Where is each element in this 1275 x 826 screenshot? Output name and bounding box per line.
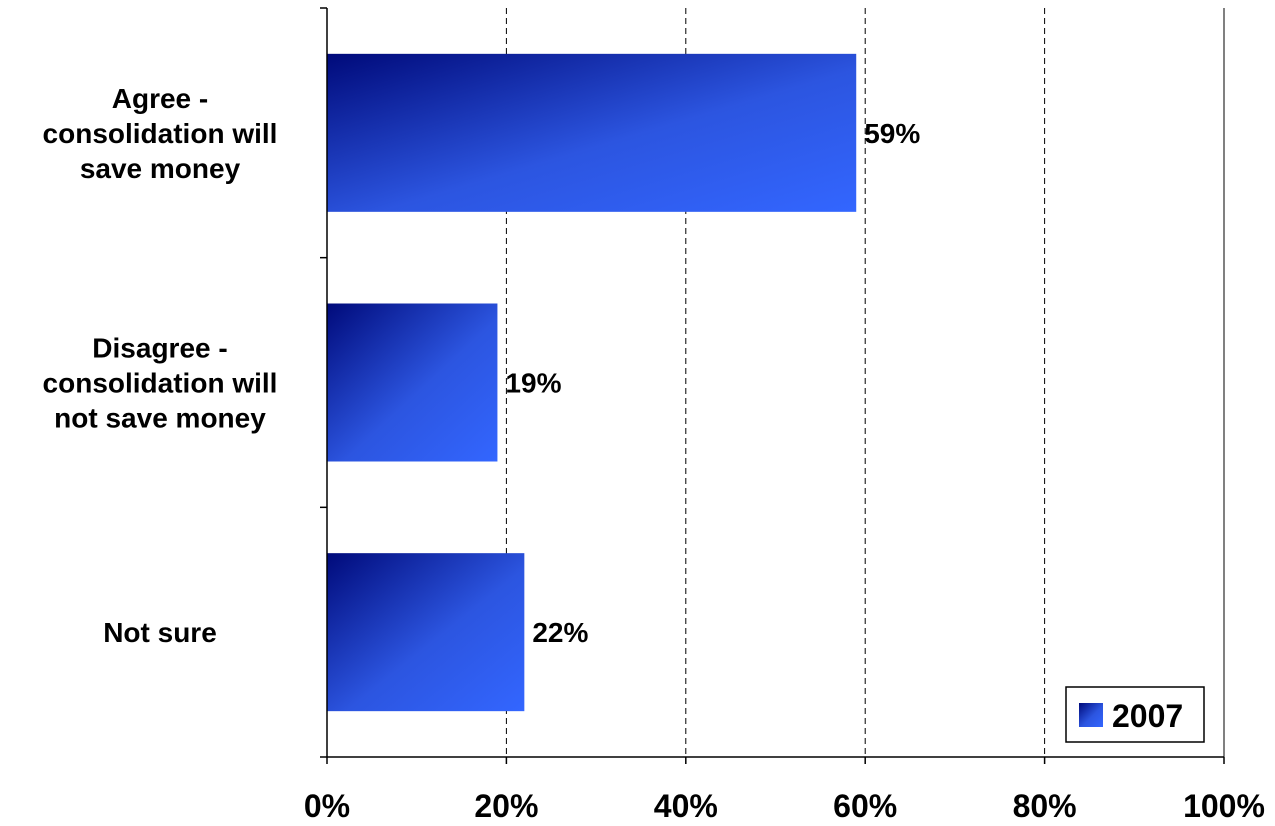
x-tick-label: 20% [474, 788, 538, 824]
category-label: consolidation will [43, 368, 278, 399]
bar [327, 553, 525, 712]
category-label: Not sure [103, 617, 217, 648]
category-label: save money [80, 153, 241, 184]
axes [320, 7, 1225, 764]
category-label: consolidation will [43, 118, 278, 149]
bars [327, 53, 857, 712]
legend-swatch [1079, 703, 1103, 727]
labels: 0% 20% 40% 60% 80% 100% 59% Agree - consolidatio… [43, 83, 1265, 824]
legend-label: 2007 [1112, 698, 1183, 734]
data-label: 22% [532, 617, 588, 648]
x-tick-label: 40% [654, 788, 718, 824]
legend: 2007 [1065, 686, 1205, 743]
bar [327, 53, 857, 212]
x-tick-label: 0% [304, 788, 350, 824]
data-label: 19% [505, 368, 561, 399]
data-label: 59% [864, 118, 920, 149]
category-label: Disagree - [92, 333, 227, 364]
category-label: not save money [54, 403, 266, 434]
bar [327, 303, 498, 462]
x-tick-label: 100% [1183, 788, 1265, 824]
x-tick-label: 80% [1013, 788, 1077, 824]
category-label: Agree - [112, 83, 208, 114]
x-tick-label: 60% [833, 788, 897, 824]
